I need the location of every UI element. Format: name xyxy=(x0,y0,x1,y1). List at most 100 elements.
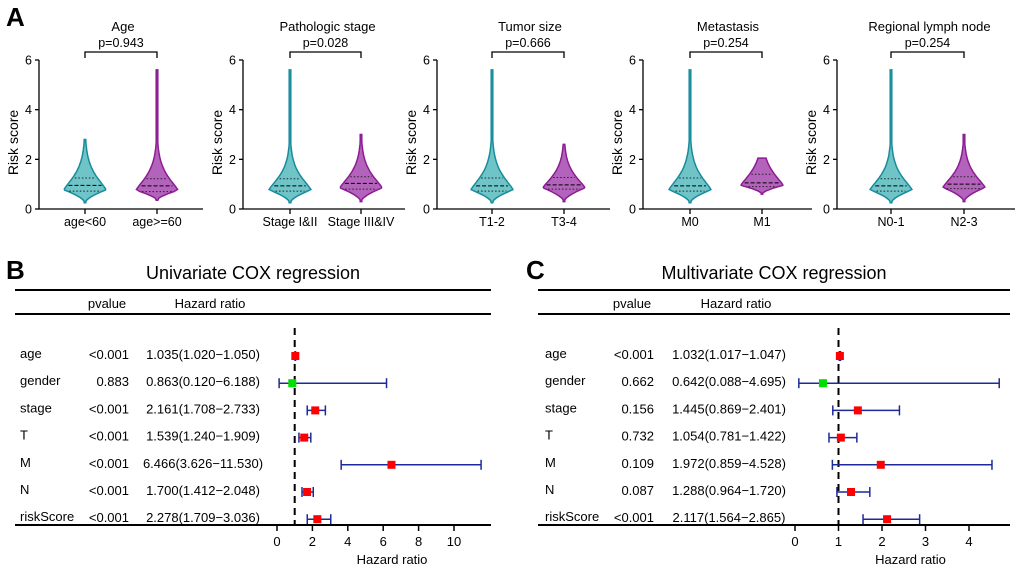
p-value-label: p=0.666 xyxy=(505,36,551,50)
p-value-label: p=0.254 xyxy=(703,36,749,50)
panel-label-c: C xyxy=(526,255,545,285)
violin xyxy=(63,138,107,204)
row-variable: T xyxy=(545,428,553,443)
hazard-ratio-marker xyxy=(876,460,885,469)
violin xyxy=(470,69,514,204)
hazard-ratio-marker xyxy=(853,406,862,415)
row-hazard-ratio: 2.161(1.708−2.733) xyxy=(146,401,260,416)
x-tick-label: 1 xyxy=(835,534,842,549)
panel-label-a: A xyxy=(6,2,25,32)
significance-bracket xyxy=(84,51,158,58)
row-pvalue: <0.001 xyxy=(89,429,129,444)
violin xyxy=(942,133,986,203)
significance-bracket xyxy=(491,51,565,58)
row-variable: M xyxy=(20,455,31,470)
hazard-ratio-marker xyxy=(835,352,844,360)
y-axis-label: Risk score xyxy=(609,110,625,176)
x-tick-label: 0 xyxy=(791,534,798,549)
significance-bracket xyxy=(289,51,362,58)
y-tick-label: 0 xyxy=(823,203,830,217)
chart-title: Tumor size xyxy=(498,19,562,34)
row-variable: N xyxy=(20,482,29,497)
row-pvalue: <0.001 xyxy=(89,347,129,362)
row-hazard-ratio: 2.117(1.564−2.865) xyxy=(673,510,786,525)
violin xyxy=(542,143,586,203)
y-tick-label: 0 xyxy=(629,203,636,217)
chart-title: Pathologic stage xyxy=(279,19,375,34)
row-variable: gender xyxy=(20,373,61,388)
x-tick-label: Stage III&IV xyxy=(328,215,395,229)
row-hazard-ratio: 6.466(3.626−11.530) xyxy=(143,456,263,471)
row-pvalue: 0.662 xyxy=(621,374,654,389)
violin xyxy=(339,133,383,203)
row-variable: stage xyxy=(20,400,52,415)
x-tick-label: N2-3 xyxy=(950,215,977,229)
y-tick-label: 2 xyxy=(423,153,430,167)
chart-title: Regional lymph node xyxy=(868,19,990,34)
hazard-ratio-header: Hazard ratio xyxy=(701,296,772,311)
x-tick-label: 4 xyxy=(965,534,972,549)
row-variable: gender xyxy=(545,373,586,388)
y-axis-label: Risk score xyxy=(209,110,225,176)
forest-title: Univariate COX regression xyxy=(146,263,360,283)
violin xyxy=(267,69,313,204)
x-tick-label: 8 xyxy=(415,534,422,549)
pvalue-header: pvalue xyxy=(88,296,126,311)
row-variable: T xyxy=(20,428,28,443)
p-value-label: p=0.254 xyxy=(905,36,951,50)
panel-label-b: B xyxy=(6,255,25,285)
x-tick-label: 2 xyxy=(878,534,885,549)
row-hazard-ratio: 1.288(0.964−1.720) xyxy=(672,483,786,498)
row-hazard-ratio: 1.032(1.017−1.047) xyxy=(672,347,786,362)
pvalue-header: pvalue xyxy=(613,296,651,311)
x-tick-label: T1-2 xyxy=(479,215,505,229)
x-axis-label: Hazard ratio xyxy=(357,552,428,567)
y-tick-label: 4 xyxy=(229,103,236,117)
hazard-ratio-marker xyxy=(311,406,320,415)
row-hazard-ratio: 0.863(0.120−6.188) xyxy=(146,374,260,389)
forest-title: Multivariate COX regression xyxy=(661,263,886,283)
hazard-ratio-marker xyxy=(303,488,312,496)
y-tick-label: 2 xyxy=(25,153,32,167)
row-pvalue: 0.087 xyxy=(621,483,654,498)
row-pvalue: 0.732 xyxy=(621,429,654,444)
y-tick-label: 6 xyxy=(423,54,430,68)
y-tick-label: 2 xyxy=(229,153,236,167)
hazard-ratio-marker xyxy=(847,488,856,496)
y-tick-label: 6 xyxy=(629,54,636,68)
y-axis-label: Risk score xyxy=(803,110,819,176)
y-tick-label: 4 xyxy=(423,103,430,117)
y-axis-label: Risk score xyxy=(5,110,21,176)
row-hazard-ratio: 1.700(1.412−2.048) xyxy=(146,483,260,498)
row-pvalue: <0.001 xyxy=(89,401,129,416)
x-tick-label: N0-1 xyxy=(877,215,904,229)
y-tick-label: 0 xyxy=(423,203,430,217)
y-tick-label: 6 xyxy=(25,54,32,68)
x-tick-label: age<60 xyxy=(64,215,106,229)
row-variable: age xyxy=(545,346,567,361)
row-variable: riskScore xyxy=(545,509,599,524)
row-pvalue: <0.001 xyxy=(89,456,129,471)
y-tick-label: 2 xyxy=(823,153,830,167)
row-hazard-ratio: 1.972(0.859−4.528) xyxy=(672,456,786,471)
hazard-ratio-marker xyxy=(387,460,396,469)
x-tick-label: Stage I&II xyxy=(263,215,318,229)
y-tick-label: 4 xyxy=(823,103,830,117)
row-variable: riskScore xyxy=(20,509,74,524)
chart-title: Age xyxy=(111,19,134,34)
row-pvalue: <0.001 xyxy=(89,510,129,525)
x-tick-label: M1 xyxy=(753,215,770,229)
y-tick-label: 0 xyxy=(25,203,32,217)
x-tick-label: 6 xyxy=(380,534,387,549)
y-tick-label: 2 xyxy=(629,153,636,167)
x-tick-label: 4 xyxy=(344,534,351,549)
violin xyxy=(135,69,179,202)
x-tick-label: M0 xyxy=(681,215,698,229)
row-hazard-ratio: 1.054(0.781−1.422) xyxy=(672,429,786,444)
row-pvalue: <0.001 xyxy=(614,510,654,525)
significance-bracket xyxy=(689,51,763,58)
x-tick-label: 3 xyxy=(922,534,929,549)
p-value-label: p=0.028 xyxy=(303,36,349,50)
y-tick-label: 4 xyxy=(629,103,636,117)
